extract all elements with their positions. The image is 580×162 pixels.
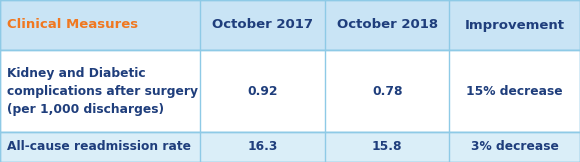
Text: October 2018: October 2018 <box>336 18 438 31</box>
Text: 3% decrease: 3% decrease <box>471 140 559 154</box>
Text: Improvement: Improvement <box>465 18 565 31</box>
Text: Clinical Measures: Clinical Measures <box>7 18 138 31</box>
Text: 0.92: 0.92 <box>247 85 278 98</box>
Text: 15.8: 15.8 <box>372 140 403 154</box>
Text: 0.78: 0.78 <box>372 85 403 98</box>
Text: October 2017: October 2017 <box>212 18 313 31</box>
Text: Kidney and Diabetic
complications after surgery
(per 1,000 discharges): Kidney and Diabetic complications after … <box>7 66 198 116</box>
Bar <box>0 0 580 50</box>
Bar <box>0 132 580 162</box>
Text: 15% decrease: 15% decrease <box>466 85 563 98</box>
Text: 16.3: 16.3 <box>247 140 278 154</box>
Bar <box>0 50 580 132</box>
Text: All-cause readmission rate: All-cause readmission rate <box>7 140 191 154</box>
